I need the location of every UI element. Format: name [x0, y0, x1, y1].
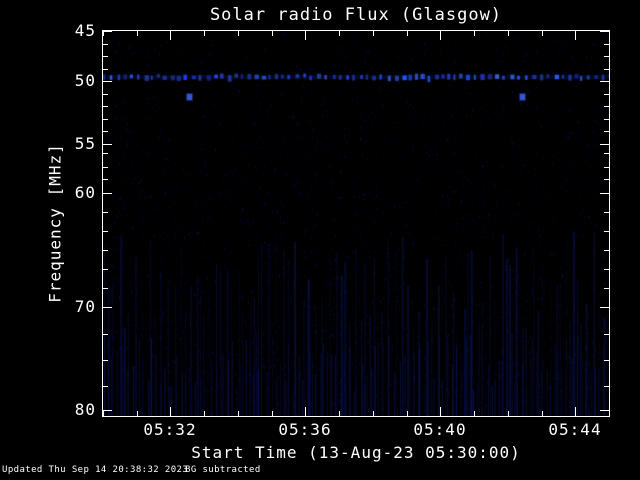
y-minor-tick: [103, 212, 108, 213]
y-minor-tick: [103, 94, 108, 95]
y-minor-tick: [604, 119, 609, 120]
y-minor-tick: [103, 69, 108, 70]
y-minor-tick: [103, 288, 108, 289]
x-minor-tick: [407, 411, 408, 416]
x-major-tick: [305, 31, 306, 40]
y-major-tick: [600, 31, 609, 32]
y-major-tick: [103, 307, 112, 308]
y-minor-tick: [103, 106, 108, 107]
x-minor-tick: [609, 31, 610, 36]
x-minor-tick: [103, 411, 104, 416]
x-minor-tick: [609, 411, 610, 416]
y-minor-tick: [604, 179, 609, 180]
y-minor-tick: [604, 250, 609, 251]
x-minor-tick: [339, 411, 340, 416]
y-minor-tick: [604, 360, 609, 361]
y-minor-tick: [103, 44, 108, 45]
x-minor-tick: [407, 31, 408, 36]
y-major-tick: [103, 144, 112, 145]
x-major-tick: [575, 31, 576, 40]
x-minor-tick: [474, 411, 475, 416]
x-tick-label-0536: 05:36: [278, 420, 332, 439]
x-minor-tick: [103, 31, 104, 36]
x-tick-label-0532: 05:32: [143, 420, 197, 439]
y-major-tick: [600, 410, 609, 411]
y-major-tick: [103, 81, 112, 82]
x-major-tick: [575, 407, 576, 416]
x-major-tick: [440, 31, 441, 40]
y-minor-tick: [604, 131, 609, 132]
y-minor-tick: [103, 231, 108, 232]
y-tick-label-45: 45: [74, 21, 96, 40]
y-major-tick: [600, 193, 609, 194]
y-minor-tick: [103, 179, 108, 180]
bg-subtracted-note: BG subtracted: [185, 465, 261, 475]
y-minor-tick: [103, 167, 108, 168]
y-major-tick: [103, 410, 112, 411]
y-major-tick: [103, 31, 112, 32]
x-minor-tick: [272, 411, 273, 416]
x-minor-tick: [508, 411, 509, 416]
x-major-tick: [305, 407, 306, 416]
spectrogram-plot: [102, 30, 610, 417]
chart-title: Solar radio Flux (Glasgow): [209, 5, 503, 25]
y-minor-tick: [604, 167, 609, 168]
x-minor-tick: [238, 31, 239, 36]
y-tick-label-60: 60: [74, 183, 96, 202]
y-major-tick: [600, 144, 609, 145]
x-minor-tick: [474, 31, 475, 36]
y-minor-tick: [103, 360, 108, 361]
y-minor-tick: [604, 56, 609, 57]
y-tick-label-70: 70: [74, 297, 96, 316]
y-minor-tick: [103, 119, 108, 120]
y-minor-tick: [604, 106, 609, 107]
y-minor-tick: [604, 334, 609, 335]
x-minor-tick: [542, 31, 543, 36]
x-major-tick: [170, 31, 171, 40]
y-minor-tick: [604, 69, 609, 70]
updated-timestamp: Updated Thu Sep 14 20:38:32 2023: [2, 465, 189, 475]
x-minor-tick: [137, 411, 138, 416]
x-minor-tick: [373, 411, 374, 416]
y-minor-tick: [604, 94, 609, 95]
x-minor-tick: [238, 411, 239, 416]
y-tick-label-80: 80: [74, 400, 96, 419]
y-minor-tick: [604, 153, 609, 154]
y-minor-tick: [604, 212, 609, 213]
y-major-tick: [600, 81, 609, 82]
y-minor-tick: [604, 231, 609, 232]
x-minor-tick: [339, 31, 340, 36]
x-major-tick: [440, 407, 441, 416]
x-tick-label-0540: 05:40: [413, 420, 467, 439]
y-minor-tick: [604, 44, 609, 45]
x-minor-tick: [204, 31, 205, 36]
y-axis-label: Frequency [MHz]: [45, 143, 65, 303]
y-minor-tick: [103, 153, 108, 154]
y-minor-tick: [604, 386, 609, 387]
x-minor-tick: [137, 31, 138, 36]
spectrogram-canvas: [103, 31, 609, 416]
x-minor-tick: [272, 31, 273, 36]
y-major-tick: [103, 193, 112, 194]
y-minor-tick: [103, 334, 108, 335]
x-axis-label: Start Time (13-Aug-23 05:30:00): [191, 443, 521, 462]
y-minor-tick: [103, 269, 108, 270]
y-minor-tick: [103, 56, 108, 57]
y-tick-label-55: 55: [74, 134, 96, 153]
y-minor-tick: [103, 250, 108, 251]
y-minor-tick: [604, 288, 609, 289]
x-minor-tick: [373, 31, 374, 36]
y-minor-tick: [103, 386, 108, 387]
x-tick-label-0544: 05:44: [548, 420, 602, 439]
y-major-tick: [600, 307, 609, 308]
x-minor-tick: [204, 411, 205, 416]
x-minor-tick: [508, 31, 509, 36]
x-minor-tick: [542, 411, 543, 416]
y-tick-label-50: 50: [74, 71, 96, 90]
y-minor-tick: [604, 269, 609, 270]
y-minor-tick: [103, 131, 108, 132]
x-major-tick: [170, 407, 171, 416]
